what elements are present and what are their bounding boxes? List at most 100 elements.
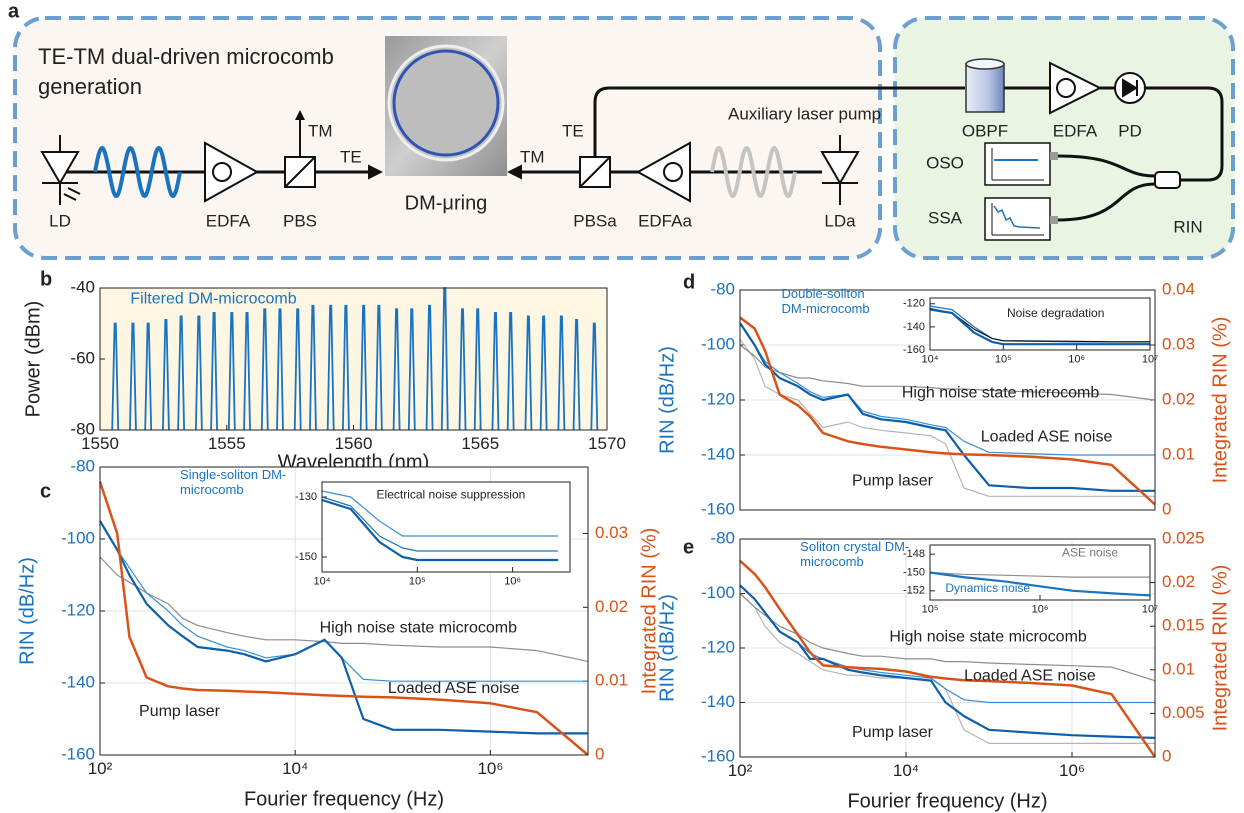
series-line	[321, 496, 559, 552]
ssa-screen	[984, 197, 1058, 241]
comb-line	[359, 304, 368, 431]
y-axis-label: RIN (dB/Hz)	[656, 594, 678, 702]
panel-label: d	[683, 271, 695, 293]
fiber	[593, 86, 965, 157]
x-tick-label: 1560	[335, 434, 373, 453]
x-tick-label: 10⁶	[477, 759, 503, 778]
y-tick-label: -100	[701, 583, 735, 602]
fiber	[1145, 86, 1224, 182]
comb-line	[572, 319, 581, 431]
panel-label: c	[40, 480, 51, 502]
plot-frame	[321, 481, 571, 573]
comb-line	[177, 315, 186, 431]
component-label: LDa	[824, 211, 856, 230]
comb-line	[293, 308, 302, 431]
y2-tick-label: 0.03	[595, 523, 628, 542]
series-line	[929, 308, 1150, 346]
title-line: TE-TM dual-driven microcomb	[38, 44, 334, 69]
y2-tick-label: 0.01	[1162, 659, 1195, 678]
y-tick-label: -152	[903, 585, 925, 597]
edfa	[204, 141, 260, 203]
plot-background	[930, 545, 1150, 600]
x-tick-label: 10⁴	[922, 353, 939, 365]
comb-line	[407, 308, 416, 431]
photodiode	[1114, 72, 1146, 104]
component-label: EDFA	[1053, 121, 1098, 140]
y-axis-label: Power (dBm)	[22, 301, 44, 418]
x-tick-label: 10⁷	[1142, 603, 1158, 615]
comb-line	[276, 308, 284, 431]
y-axis-label: RIN (dB/Hz)	[16, 557, 38, 665]
annotation: Loaded ASE noise	[981, 429, 1113, 446]
comb-line	[590, 322, 599, 431]
comb-line	[458, 308, 467, 431]
x-tick-label: 10²	[728, 761, 753, 780]
chart: -130 -150 10⁴ 10⁵ 10⁶ Electrical noise suppre…	[295, 481, 571, 587]
y2-tick-label: 0.015	[1162, 616, 1205, 635]
title-line: generation	[38, 74, 142, 99]
series-line	[739, 584, 1156, 739]
x-tick-label: 10⁵	[995, 353, 1012, 365]
x-tick-label: 10⁴	[314, 575, 331, 587]
x-tick-label: 10²	[88, 759, 113, 778]
y-tick-label: -40	[70, 277, 95, 296]
y2-axis-label: Integrated RIN (%)	[1209, 317, 1231, 484]
series-line	[739, 593, 1156, 682]
plot-background	[322, 482, 570, 572]
edfa-2	[1049, 61, 1103, 115]
obpf	[965, 58, 1005, 113]
annotation: Loaded ASE noise	[964, 668, 1096, 685]
series-line	[739, 593, 1155, 744]
comb-line	[144, 322, 153, 431]
series-line	[739, 559, 1157, 758]
series-line	[929, 571, 1151, 597]
comb-line	[111, 322, 120, 431]
component-label: EDFAa	[638, 211, 692, 230]
coupler	[1154, 171, 1181, 189]
series-line	[929, 571, 1150, 578]
y-tick-label: -100	[701, 334, 735, 353]
component-label: DM-μring	[405, 192, 488, 214]
annotation: Noise degradation	[1007, 306, 1104, 320]
comb-line	[539, 315, 548, 431]
annotation: Double-soliton DM-microcomb	[782, 286, 870, 316]
x-tick-label: 10⁶	[1059, 761, 1085, 780]
comb-line	[506, 311, 515, 431]
plot-frame	[739, 538, 1156, 758]
series-line	[98, 481, 589, 756]
x-tick-label: 10⁵	[922, 603, 939, 615]
x-tick-label: 1565	[461, 434, 499, 453]
ring-image	[385, 36, 507, 176]
comb-line	[227, 311, 236, 431]
y2-tick-label: 0	[1162, 499, 1171, 518]
annotation: Loaded ASE noise	[388, 680, 520, 697]
y-tick-label: -140	[701, 692, 735, 711]
y-tick-label: -80	[70, 419, 95, 438]
comb-line	[524, 315, 533, 431]
y-tick-label: -120	[61, 600, 95, 619]
component-label: SSA	[928, 208, 963, 227]
comb-line	[491, 311, 500, 431]
fiber	[1057, 154, 1156, 178]
comb-line	[425, 304, 434, 431]
component-label: TE	[340, 147, 362, 166]
comb-line	[374, 304, 383, 431]
panel-label: a	[8, 0, 20, 22]
annotation: Dynamics noise	[945, 581, 1030, 595]
x-tick-label: 10⁶	[1068, 353, 1085, 365]
y-axis-label: RIN (dB/Hz)	[656, 346, 678, 454]
comb-line	[473, 308, 482, 431]
component-label: EDFA	[206, 211, 251, 230]
series-line	[99, 520, 588, 735]
component-label: TE	[562, 121, 584, 140]
y2-tick-label: 0.02	[1162, 389, 1195, 408]
annotation: High noise state microcomb	[902, 385, 1100, 402]
edfaa	[635, 141, 691, 203]
series-line	[321, 490, 559, 537]
y-tick-label: -120	[701, 389, 735, 408]
x-tick-label: 10⁷	[1142, 353, 1158, 365]
y-tick-label: -150	[903, 566, 925, 578]
comb-line	[162, 319, 170, 431]
x-tick-label: 10⁶	[1032, 603, 1049, 615]
